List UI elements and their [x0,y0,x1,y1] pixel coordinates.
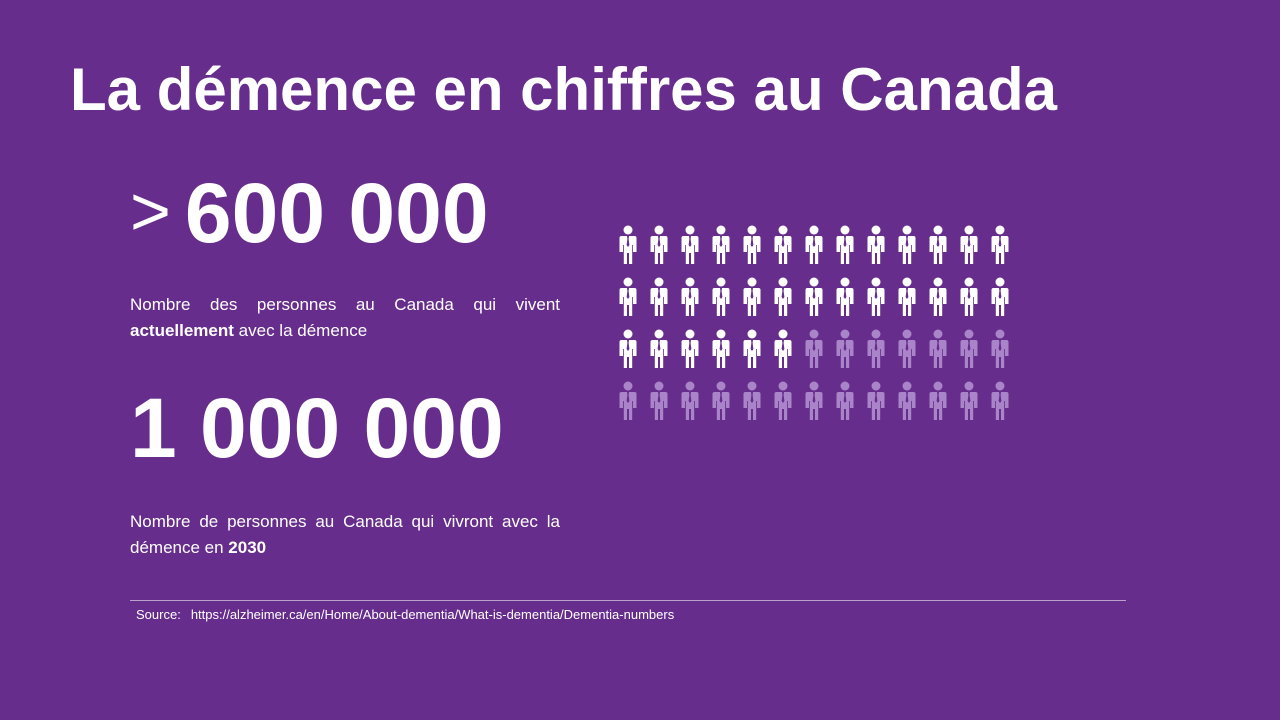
source-citation: Source: https://alzheimer.ca/en/Home/Abou… [136,607,674,622]
source-divider [130,600,1126,601]
person-icon [650,225,668,264]
person-icon [743,225,761,264]
person-icon [774,329,792,368]
person-icon [774,381,792,420]
person-icon [743,277,761,316]
person-icon [836,329,854,368]
person-icon [836,277,854,316]
person-icon [619,225,637,264]
person-icon [712,277,730,316]
person-icon [805,329,823,368]
person-icon [650,277,668,316]
person-icon [898,329,916,368]
current-description-text: Nombre des personnes au Canada qui viven… [130,295,560,314]
future-description-text: Nombre de personnes au Canada qui vivron… [130,512,560,557]
person-icon [774,225,792,264]
person-icon [681,225,699,264]
person-icon [712,329,730,368]
people-pictogram [619,225,1009,420]
person-icon [681,381,699,420]
future-description-year: 2030 [228,538,267,557]
page-title: La démence en chiffres au Canada [70,56,1058,123]
person-icon [836,225,854,264]
person-icon [681,277,699,316]
person-icon [898,381,916,420]
person-icon [960,329,978,368]
source-link[interactable]: https://alzheimer.ca/en/Home/About-demen… [190,607,675,622]
person-icon [743,381,761,420]
person-icon [929,277,947,316]
person-icon [650,381,668,420]
person-icon [681,329,699,368]
person-icon [991,277,1009,316]
person-icon [929,225,947,264]
person-icon [805,381,823,420]
current-count-stat: >600 000 [130,165,489,265]
person-icon [805,277,823,316]
current-count-value: 600 000 [184,166,489,260]
person-icon [867,277,885,316]
person-icon [960,277,978,316]
person-icon [960,381,978,420]
greater-than-symbol: > [130,172,171,250]
person-icon [619,381,637,420]
person-icon [619,329,637,368]
current-count-description: Nombre des personnes au Canada qui viven… [130,292,560,344]
future-count-description: Nombre de personnes au Canada qui vivron… [130,509,560,561]
person-icon [898,277,916,316]
person-icon [960,225,978,264]
source-label: Source: [136,607,181,622]
person-icon [991,381,1009,420]
person-icon [867,329,885,368]
future-count-value: 1 000 000 [130,381,504,475]
person-icon [991,329,1009,368]
person-icon [712,381,730,420]
person-icon [774,277,792,316]
current-description-emphasis: actuellement [130,321,234,340]
person-icon [743,329,761,368]
person-icon [836,381,854,420]
person-icon [867,225,885,264]
current-description-tail: avec la démence [233,321,368,340]
person-icon [619,277,637,316]
person-icon [991,225,1009,264]
person-icon [650,329,668,368]
person-icon [712,225,730,264]
person-icon [805,225,823,264]
person-icon [929,381,947,420]
person-icon [929,329,947,368]
person-icon [867,381,885,420]
person-icon [898,225,916,264]
